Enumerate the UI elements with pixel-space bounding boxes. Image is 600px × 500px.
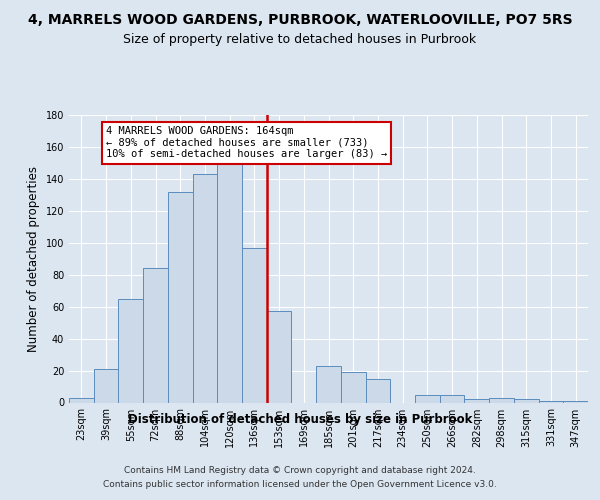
- Bar: [415, 394, 440, 402]
- Y-axis label: Number of detached properties: Number of detached properties: [27, 166, 40, 352]
- Bar: [94, 369, 118, 402]
- Bar: [316, 366, 341, 403]
- Bar: [464, 400, 489, 402]
- Text: 4, MARRELS WOOD GARDENS, PURBROOK, WATERLOOVILLE, PO7 5RS: 4, MARRELS WOOD GARDENS, PURBROOK, WATER…: [28, 12, 572, 26]
- Text: Contains HM Land Registry data © Crown copyright and database right 2024.: Contains HM Land Registry data © Crown c…: [124, 466, 476, 475]
- Bar: [341, 372, 365, 402]
- Text: 4 MARRELS WOOD GARDENS: 164sqm
← 89% of detached houses are smaller (733)
10% of: 4 MARRELS WOOD GARDENS: 164sqm ← 89% of …: [106, 126, 388, 160]
- Bar: [217, 163, 242, 402]
- Bar: [143, 268, 168, 402]
- Bar: [563, 401, 588, 402]
- Bar: [118, 298, 143, 403]
- Bar: [539, 401, 563, 402]
- Bar: [489, 398, 514, 402]
- Bar: [193, 174, 217, 402]
- Bar: [69, 398, 94, 402]
- Bar: [168, 192, 193, 402]
- Text: Distribution of detached houses by size in Purbrook: Distribution of detached houses by size …: [128, 412, 472, 426]
- Bar: [440, 394, 464, 402]
- Bar: [267, 312, 292, 402]
- Text: Contains public sector information licensed under the Open Government Licence v3: Contains public sector information licen…: [103, 480, 497, 489]
- Bar: [242, 248, 267, 402]
- Bar: [514, 400, 539, 402]
- Text: Size of property relative to detached houses in Purbrook: Size of property relative to detached ho…: [124, 32, 476, 46]
- Bar: [365, 378, 390, 402]
